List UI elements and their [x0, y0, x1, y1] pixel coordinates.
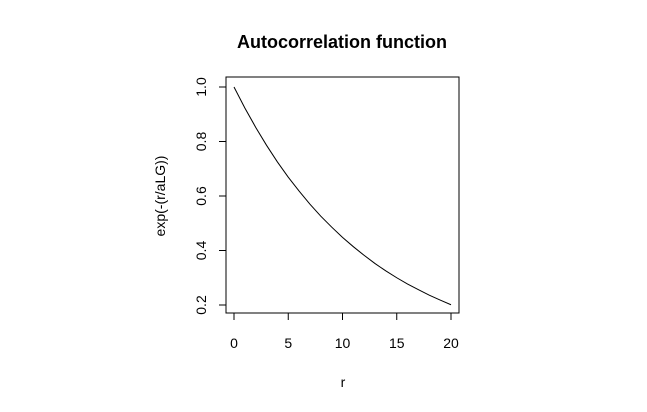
x-axis: 0 5 10 15 20: [230, 312, 459, 351]
y-tick-label: 0.2: [193, 295, 209, 315]
plot-frame: [225, 76, 460, 314]
y-axis-label: exp(-(r/aLG)): [152, 156, 168, 237]
x-tick-label: 10: [335, 335, 351, 351]
x-tick-label: 5: [284, 335, 292, 351]
x-axis-label: r: [341, 374, 346, 390]
y-tick-label: 0.8: [193, 132, 209, 152]
y-tick-label: 1.0: [193, 77, 209, 97]
x-tick-label: 0: [230, 335, 238, 351]
x-tick-label: 20: [443, 335, 459, 351]
chart-title: Autocorrelation function: [237, 32, 447, 52]
y-tick-label: 0.4: [193, 241, 209, 261]
x-tick-label: 15: [389, 335, 405, 351]
series-line: [233, 86, 452, 306]
y-axis: 0.2 0.4 0.6 0.8 1.0: [193, 77, 227, 315]
y-tick-label: 0.6: [193, 186, 209, 206]
